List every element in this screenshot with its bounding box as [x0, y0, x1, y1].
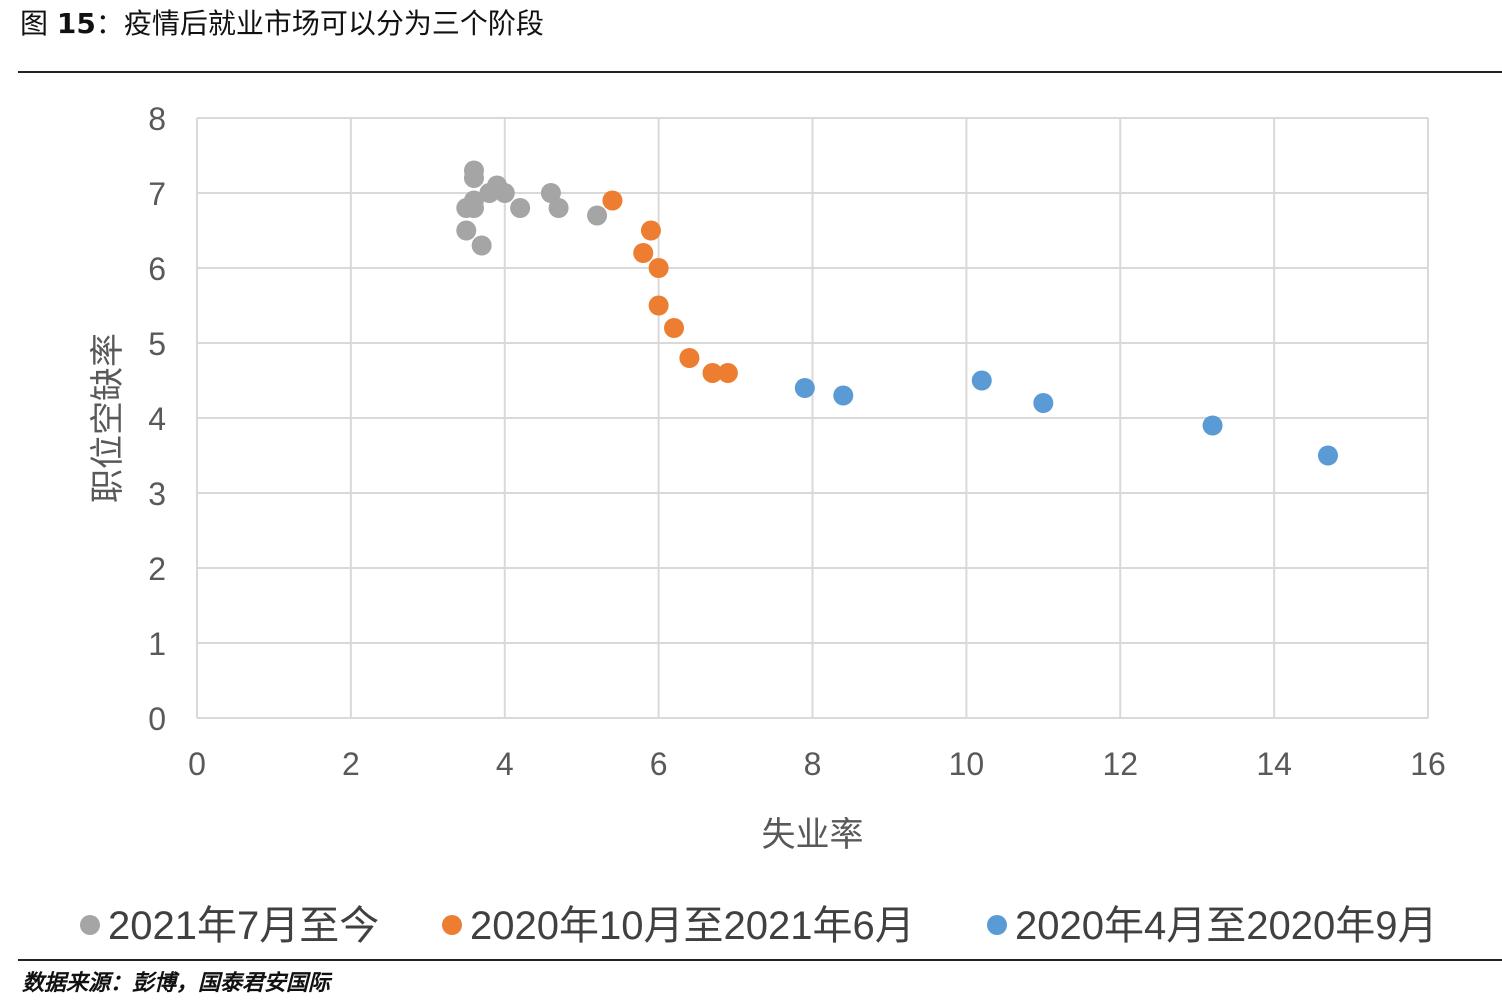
legend-marker-1: [442, 915, 462, 935]
point-series2-2: [971, 370, 992, 391]
point-series1-7: [702, 363, 723, 383]
point-series0-10: [510, 198, 531, 218]
x-tick-label-5: 10: [949, 746, 985, 782]
point-series0-9: [494, 183, 515, 203]
x-tick-label-4: 8: [804, 746, 822, 782]
figure-number: 15: [56, 7, 96, 40]
point-series1-8: [717, 363, 738, 383]
point-series2-3: [1033, 393, 1054, 413]
gridlines: [196, 117, 1429, 719]
y-tick-label-8: 8: [148, 101, 166, 137]
x-tick-label-3: 6: [650, 746, 668, 782]
y-tick-label-6: 6: [148, 251, 166, 287]
x-tick-labels: 0 2 4 6 8 10 12 14 16: [188, 746, 1446, 782]
figure-label: 图: [20, 7, 49, 40]
y-tick-label-1: 1: [148, 626, 166, 662]
point-series1-5: [664, 318, 685, 338]
x-tick-label-2: 4: [496, 746, 514, 782]
y-axis-title: 职位空缺率: [88, 333, 128, 503]
figure-title: 图 15：疫情后就业市场可以分为三个阶段: [20, 2, 544, 42]
point-series1-0: [602, 190, 623, 211]
point-series2-1: [833, 385, 854, 406]
y-tick-label-3: 3: [148, 476, 166, 512]
legend-marker-2: [987, 915, 1007, 935]
legend-label-1: 2020年10月至2021年6月: [470, 904, 915, 948]
point-series0-11: [540, 183, 561, 203]
point-series2-5: [1317, 445, 1338, 466]
x-tick-label-8: 16: [1410, 746, 1446, 782]
x-tick-label-7: 14: [1256, 746, 1292, 782]
y-tick-labels: 0 1 2 3 4 5 6 7 8: [148, 101, 166, 737]
point-series2-4: [1202, 415, 1223, 436]
figure-caption: ：疫情后就业市场可以分为三个阶段: [95, 7, 544, 40]
point-series2-0: [794, 378, 815, 398]
x-tick-label-1: 2: [342, 746, 360, 782]
bottom-rule: [18, 959, 1502, 961]
y-tick-label-5: 5: [148, 326, 166, 362]
y-tick-label-0: 0: [148, 701, 166, 737]
point-series1-6: [679, 348, 700, 368]
point-series1-1: [640, 220, 661, 241]
point-series0-1: [463, 168, 484, 188]
x-tick-label-0: 0: [188, 746, 206, 782]
x-axis-title: 失业率: [762, 815, 864, 855]
legend-label-2: 2020年4月至2020年9月: [1015, 904, 1437, 948]
top-rule: [18, 71, 1502, 73]
point-series0-13: [587, 205, 608, 226]
point-series1-3: [648, 258, 669, 278]
point-series0-4: [463, 190, 484, 211]
legend-label-0: 2021年7月至今: [108, 904, 379, 948]
point-series0-5: [456, 220, 477, 241]
point-series0-6: [471, 235, 492, 256]
y-tick-label-7: 7: [148, 176, 166, 212]
y-tick-label-2: 2: [148, 551, 166, 587]
legend: 2021年7月至今 2020年10月至2021年6月 2020年4月至2020年9月: [80, 904, 1437, 948]
y-tick-label-4: 4: [148, 401, 166, 437]
data-points: [456, 160, 1338, 466]
data-source: 数据来源：彭博，国泰君安国际: [22, 971, 331, 996]
point-series0-12: [548, 198, 569, 218]
x-tick-label-6: 12: [1102, 746, 1138, 782]
legend-marker-0: [80, 915, 100, 935]
point-series1-4: [648, 295, 669, 316]
point-series1-2: [633, 243, 654, 263]
